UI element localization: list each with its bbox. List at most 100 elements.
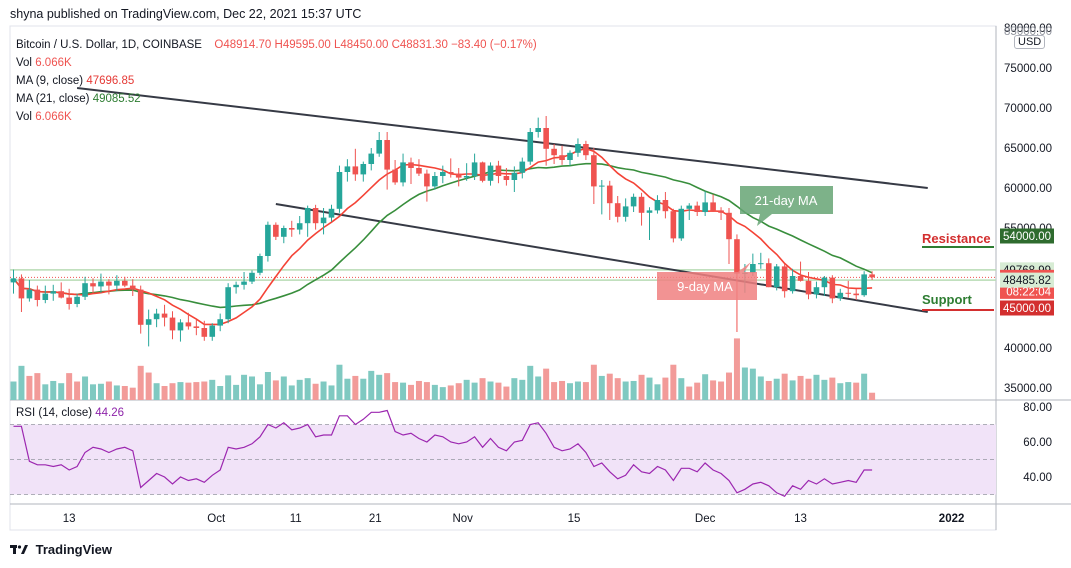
volume-bar xyxy=(384,373,391,400)
ohlc-high: H49595.00 xyxy=(274,39,331,51)
volume-bar xyxy=(431,384,438,400)
candle-body xyxy=(479,162,486,181)
volume-bar xyxy=(455,383,462,400)
candle-body xyxy=(662,200,669,212)
volume-bar xyxy=(10,381,17,400)
candle-body xyxy=(487,165,494,181)
volume-bar xyxy=(368,370,375,400)
volume-bar xyxy=(678,378,685,400)
symbol-title[interactable]: Bitcoin / U.S. Dollar, 1D, COINBASE xyxy=(16,39,202,51)
volume-bar xyxy=(360,378,367,400)
vol2-value: 6.066K xyxy=(35,111,72,123)
volume-bar xyxy=(797,375,804,400)
volume-bar xyxy=(733,338,740,400)
volume-bar xyxy=(193,382,200,400)
candle-body xyxy=(129,285,136,290)
volume-bar xyxy=(821,379,828,400)
volume-bar xyxy=(495,382,502,400)
volume-bar xyxy=(26,375,33,400)
volume-bar xyxy=(249,376,255,400)
chart-legend: Bitcoin / U.S. Dollar, 1D, COINBASE O489… xyxy=(16,36,537,126)
candle-body xyxy=(583,144,589,156)
price-axis-label: 40000.00 xyxy=(1004,343,1052,355)
volume-bar xyxy=(129,387,136,400)
volume-bar xyxy=(18,365,25,400)
volume-bar xyxy=(336,364,343,400)
volume-bar xyxy=(710,380,717,400)
rsi-legend[interactable]: RSI (14, close) 44.26 xyxy=(16,407,124,419)
candle-body xyxy=(646,210,653,213)
volume-bar xyxy=(543,368,550,400)
volume-bar xyxy=(567,383,573,400)
candle-body xyxy=(463,176,470,178)
candle-body xyxy=(678,208,685,239)
tradingview-brand[interactable]: TradingView xyxy=(10,542,112,557)
time-axis-label: 13 xyxy=(63,513,76,525)
candle-body xyxy=(34,289,41,300)
candle-body xyxy=(750,264,756,273)
time-axis-label: 21 xyxy=(369,513,382,525)
price-tag-bg xyxy=(1000,272,1054,288)
trend-line xyxy=(76,87,928,189)
time-axis-label: 11 xyxy=(290,513,302,525)
candle-body xyxy=(511,172,518,180)
vol2-label[interactable]: Vol xyxy=(16,111,32,123)
volume-bar xyxy=(376,374,383,400)
candle-body xyxy=(710,202,716,211)
vol-label[interactable]: Vol xyxy=(16,57,32,69)
candle-body xyxy=(813,287,820,295)
candle-body xyxy=(765,263,772,288)
candle-body xyxy=(90,283,96,287)
candle-body xyxy=(630,196,637,207)
volume-bar xyxy=(829,377,836,400)
ma21-callout-box xyxy=(740,186,833,226)
candle-body xyxy=(177,322,184,331)
candle-body xyxy=(42,293,49,300)
volume-bar xyxy=(415,380,422,400)
volume-bar xyxy=(217,386,224,400)
candle-body xyxy=(599,185,605,187)
ma9-label[interactable]: MA (9, close) xyxy=(16,75,84,87)
candle-body xyxy=(169,317,176,331)
candle-body xyxy=(861,274,867,296)
candle-body xyxy=(249,272,255,282)
candle-body xyxy=(114,280,120,286)
candle-body xyxy=(829,277,836,299)
volume-bar xyxy=(280,376,287,400)
currency-badge[interactable]: USD xyxy=(1014,35,1046,49)
volume-bar xyxy=(590,364,597,400)
candle-body xyxy=(336,172,343,209)
ma21-label[interactable]: MA (21, close) xyxy=(16,93,90,105)
volume-bar xyxy=(527,365,534,400)
candle-body xyxy=(304,208,311,224)
candle-body xyxy=(384,140,390,170)
volume-bar xyxy=(471,382,478,400)
volume-bar xyxy=(66,373,73,400)
volume-bar xyxy=(288,385,295,400)
candle-body xyxy=(614,203,621,217)
volume-bar xyxy=(34,373,41,400)
volume-bar xyxy=(50,380,57,400)
volume-bar xyxy=(328,385,335,400)
rsi-value: 44.26 xyxy=(95,407,125,419)
time-axis-label: Nov xyxy=(452,513,473,525)
volume-bar xyxy=(161,386,168,400)
candle-body xyxy=(535,128,541,132)
candle-body xyxy=(233,284,239,288)
volume-bar xyxy=(646,377,653,400)
volume-bar xyxy=(582,382,589,400)
ohlc-change: −83.40 (−0.17%) xyxy=(451,39,537,51)
candle-body xyxy=(781,266,788,292)
volume-bar xyxy=(622,381,629,400)
volume-bar xyxy=(113,385,120,400)
volume-bar xyxy=(423,382,430,400)
price-tag-label: 45000.00 xyxy=(1003,303,1051,315)
candle-body xyxy=(606,185,613,204)
price-axis-label: 75000.00 xyxy=(1004,63,1052,75)
volume-bar xyxy=(813,374,820,400)
candle-body xyxy=(74,296,80,304)
candle-body xyxy=(352,166,359,175)
candle-body xyxy=(273,224,279,237)
price-tag-label: 08:22:04 xyxy=(1006,286,1051,298)
